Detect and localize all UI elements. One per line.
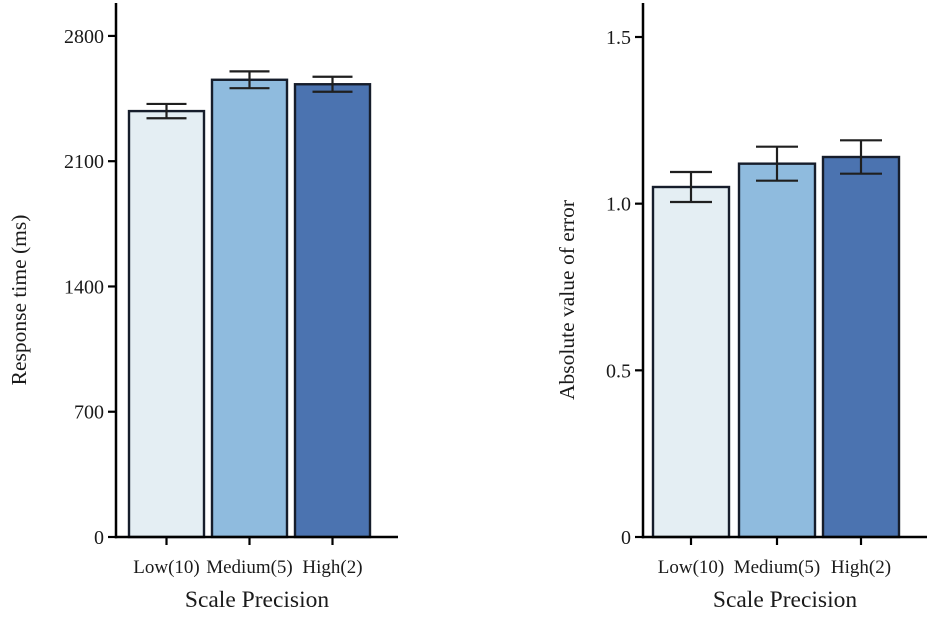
y-tick-label: 0 xyxy=(621,527,631,549)
y-tick-label: 2800 xyxy=(64,26,104,48)
category-label-medium-5: Medium(5) xyxy=(734,557,821,578)
error-bar-medium-5 xyxy=(756,145,798,182)
bar-high-2 xyxy=(293,83,372,539)
x-axis-title: Scale Precision xyxy=(185,587,329,613)
y-tick-label: 0.5 xyxy=(606,360,631,382)
response-time-chart: 0 700 1400 2100 2800 Low(10) Medium(5) High(2) S… xyxy=(7,3,398,613)
y-tick-label: 1400 xyxy=(64,276,104,298)
error-bar-high-2 xyxy=(840,139,882,175)
category-label-low-10: Low(10) xyxy=(133,557,199,578)
y-tick-label: 0 xyxy=(94,527,104,549)
y-tick-label: 700 xyxy=(74,402,104,424)
category-label-low-10: Low(10) xyxy=(658,557,724,578)
bar-medium-5 xyxy=(210,78,289,539)
y-tick-label: 2100 xyxy=(64,151,104,173)
error-bar-high-2 xyxy=(312,75,353,93)
error-bar-low-10 xyxy=(146,102,187,120)
category-label-high-2: High(2) xyxy=(831,557,891,578)
bar-high-2 xyxy=(821,155,901,539)
bar-medium-5 xyxy=(737,162,817,539)
y-axis-title: Response time (ms) xyxy=(7,215,31,386)
y-tick-label: 1.0 xyxy=(606,194,631,216)
y-tick-label: 1.5 xyxy=(606,27,631,49)
category-label-medium-5: Medium(5) xyxy=(206,557,293,578)
x-axis-title: Scale Precision xyxy=(713,587,857,613)
bar-low-10 xyxy=(651,185,731,539)
error-bar-medium-5 xyxy=(229,70,270,90)
category-label-high-2: High(2) xyxy=(302,557,362,578)
error-bar-low-10 xyxy=(670,170,712,204)
y-axis-title: Absolute value of error xyxy=(555,200,579,400)
absolute-error-chart: 0 0.5 1.0 1.5 Low(10) Medium(5) High(2) Scale P… xyxy=(555,3,927,613)
bar-low-10 xyxy=(127,109,206,539)
